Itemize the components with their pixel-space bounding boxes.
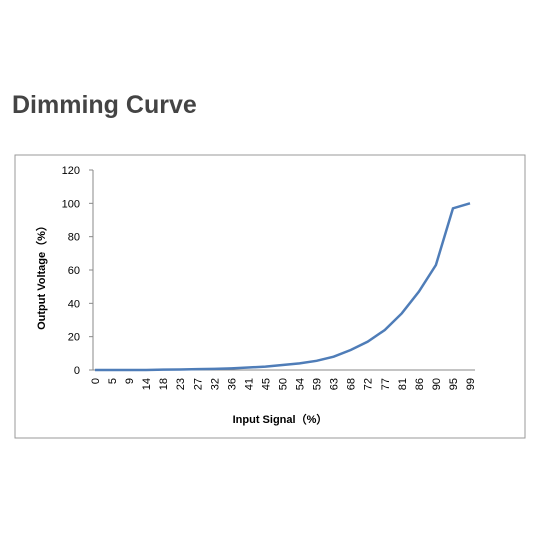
x-tick-label: 45 (260, 378, 272, 390)
x-tick-label: 86 (414, 378, 426, 390)
y-tick-label: 80 (68, 232, 80, 244)
x-tick-label: 14 (141, 378, 153, 390)
x-tick-label: 99 (465, 378, 477, 390)
y-tick-label: 120 (62, 165, 80, 177)
x-tick-label: 81 (397, 378, 409, 390)
x-tick-label: 63 (329, 378, 341, 390)
x-tick-label: 90 (431, 378, 443, 390)
x-tick-label: 95 (448, 378, 460, 390)
y-axis-label: Output Voltage（%） (35, 220, 48, 330)
y-tick-label: 60 (68, 265, 80, 277)
x-tick-label: 68 (346, 378, 358, 390)
x-tick-label: 41 (243, 378, 255, 390)
y-tick-label: 0 (74, 365, 80, 377)
x-tick-label: 0 (90, 378, 102, 384)
y-tick-label: 100 (62, 198, 80, 210)
chart-frame (14, 154, 526, 439)
line-series (95, 202, 471, 372)
y-tick-label: 40 (68, 298, 80, 310)
x-tick-label: 72 (363, 378, 375, 390)
x-tick-label: 23 (175, 378, 187, 390)
x-tick-label: 77 (380, 378, 392, 390)
x-tick-label: 18 (158, 378, 170, 390)
chart-title: Dimming Curve (12, 91, 197, 119)
x-tick-label: 27 (192, 378, 204, 390)
x-axis-label: Input Signal（%） (233, 413, 328, 426)
x-tick-label: 59 (312, 378, 324, 390)
x-tick-label: 9 (124, 378, 136, 384)
x-tick-label: 32 (209, 378, 221, 390)
y-tick-label: 20 (68, 332, 80, 344)
x-tick-label: 54 (295, 378, 307, 390)
x-tick-label: 50 (278, 378, 290, 390)
x-tick-label: 5 (107, 378, 119, 384)
x-tick-label: 36 (226, 378, 238, 390)
